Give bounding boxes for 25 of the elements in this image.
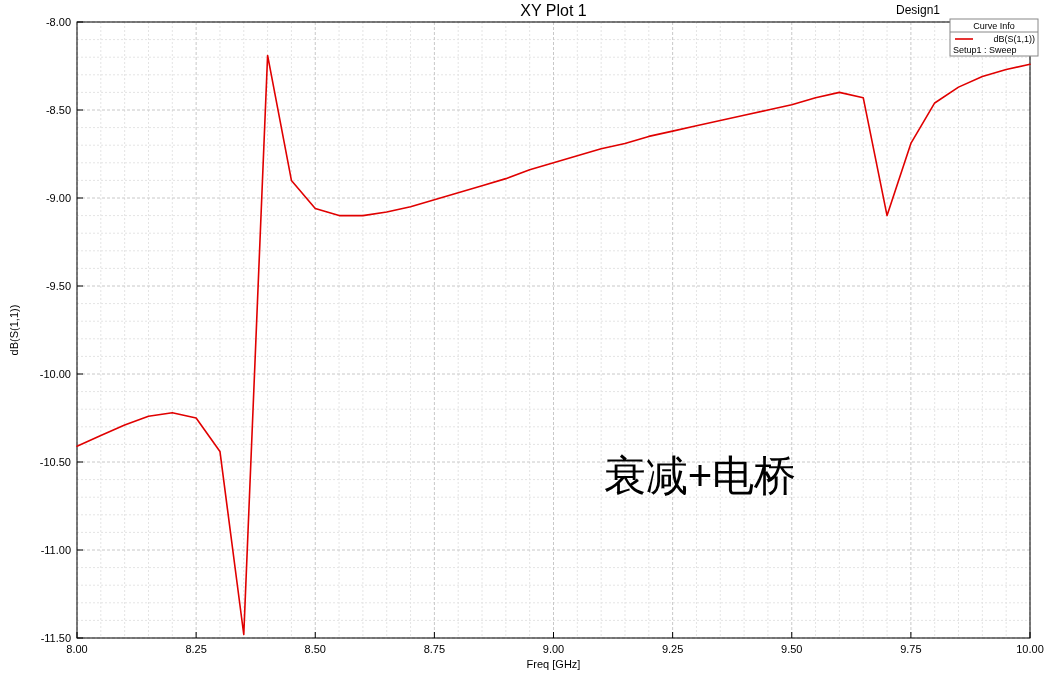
y-tick-label: -10.50 <box>39 456 71 468</box>
y-tick-label: -11.00 <box>40 544 71 556</box>
x-tick-label: 8.50 <box>304 643 326 655</box>
x-tick-label: 8.25 <box>185 643 207 655</box>
x-tick-label: 9.00 <box>542 643 565 655</box>
y-tick-label: -8.50 <box>45 104 71 116</box>
y-tick-label: -11.50 <box>40 632 71 644</box>
y-tick-label: -9.50 <box>45 280 71 292</box>
annotation: Setup1 : Sweep <box>953 45 1017 55</box>
text: Design1 <box>895 3 941 17</box>
x-axis-title: Freq [GHz] <box>526 658 581 670</box>
y-tick-label: -8.00 <box>45 16 71 28</box>
y-axis-title: dB(S(1,1)) <box>8 304 20 356</box>
x-tick-label: 9.25 <box>661 643 684 655</box>
x-tick-label: 9.50 <box>781 643 803 655</box>
y-tick-label: -10.00 <box>39 368 71 380</box>
annotation: 衰减+电桥 <box>603 452 797 499</box>
x-tick-label: 10.00 <box>1016 643 1044 655</box>
legend-label: dB(S(1,1)) <box>993 34 1035 44</box>
x-tick-label: 8.00 <box>66 643 88 655</box>
chart-title: XY Plot 1 <box>520 2 587 19</box>
x-tick-label: 9.75 <box>900 643 922 655</box>
y-tick-label: -9.00 <box>45 192 71 204</box>
x-tick-label: 8.75 <box>423 643 446 655</box>
legend-title: Curve Info <box>973 21 1015 31</box>
